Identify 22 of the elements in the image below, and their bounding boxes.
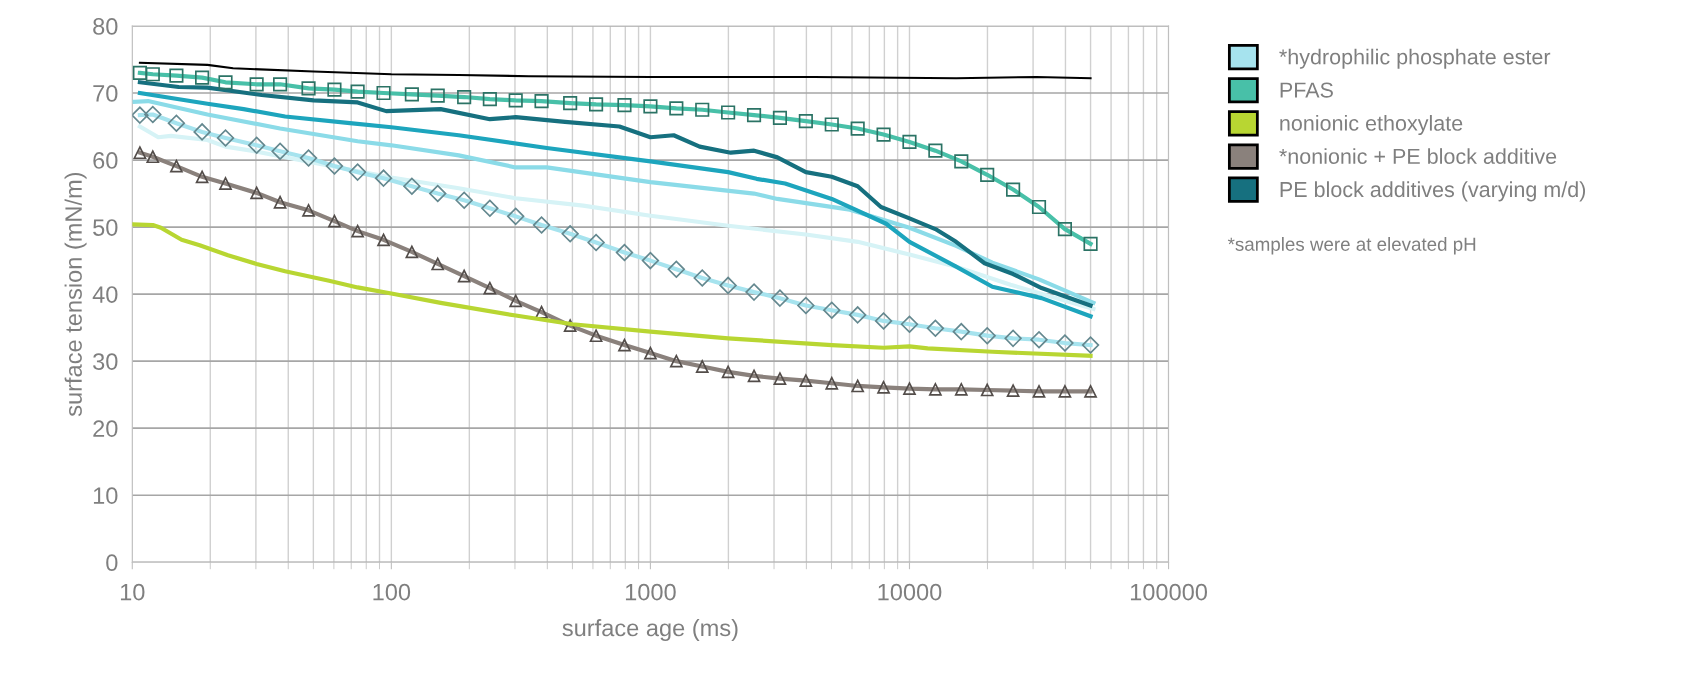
- x-tick-label: 100: [373, 583, 411, 601]
- x-tick-label: 10: [120, 583, 145, 601]
- y-tick-label: 0: [106, 554, 118, 572]
- y-tick-label: 40: [92, 286, 118, 303]
- legend-label: PFAS: [1280, 82, 1333, 98]
- y-tick-label: 10: [93, 487, 118, 504]
- y-tick-label: 70: [93, 85, 118, 102]
- y-tick-label: 30: [93, 353, 118, 370]
- x-tick-label: 1000: [625, 583, 676, 601]
- x-tick-label: 100000: [1130, 583, 1208, 601]
- y-tick-label: 50: [93, 219, 118, 236]
- x-axis-title: surface age (ms): [562, 618, 738, 641]
- y-tick-label: 20: [93, 420, 118, 437]
- y-tick-label: 80: [93, 18, 118, 35]
- y-tick-label: 60: [93, 152, 118, 169]
- text: *samples were at elevated pH: [1227, 237, 1476, 255]
- legend-label: PE block additives (varying m/d): [1280, 181, 1586, 202]
- x-tick-label: 10000: [878, 583, 942, 601]
- legend-label: *hydrophilic phosphate ester: [1279, 48, 1551, 69]
- legend-label: nonionic ethoxylate: [1280, 115, 1463, 136]
- legend-label: *nonionic + PE block additive: [1279, 148, 1557, 164]
- y-axis-title: surface tension (mN/m): [64, 172, 87, 417]
